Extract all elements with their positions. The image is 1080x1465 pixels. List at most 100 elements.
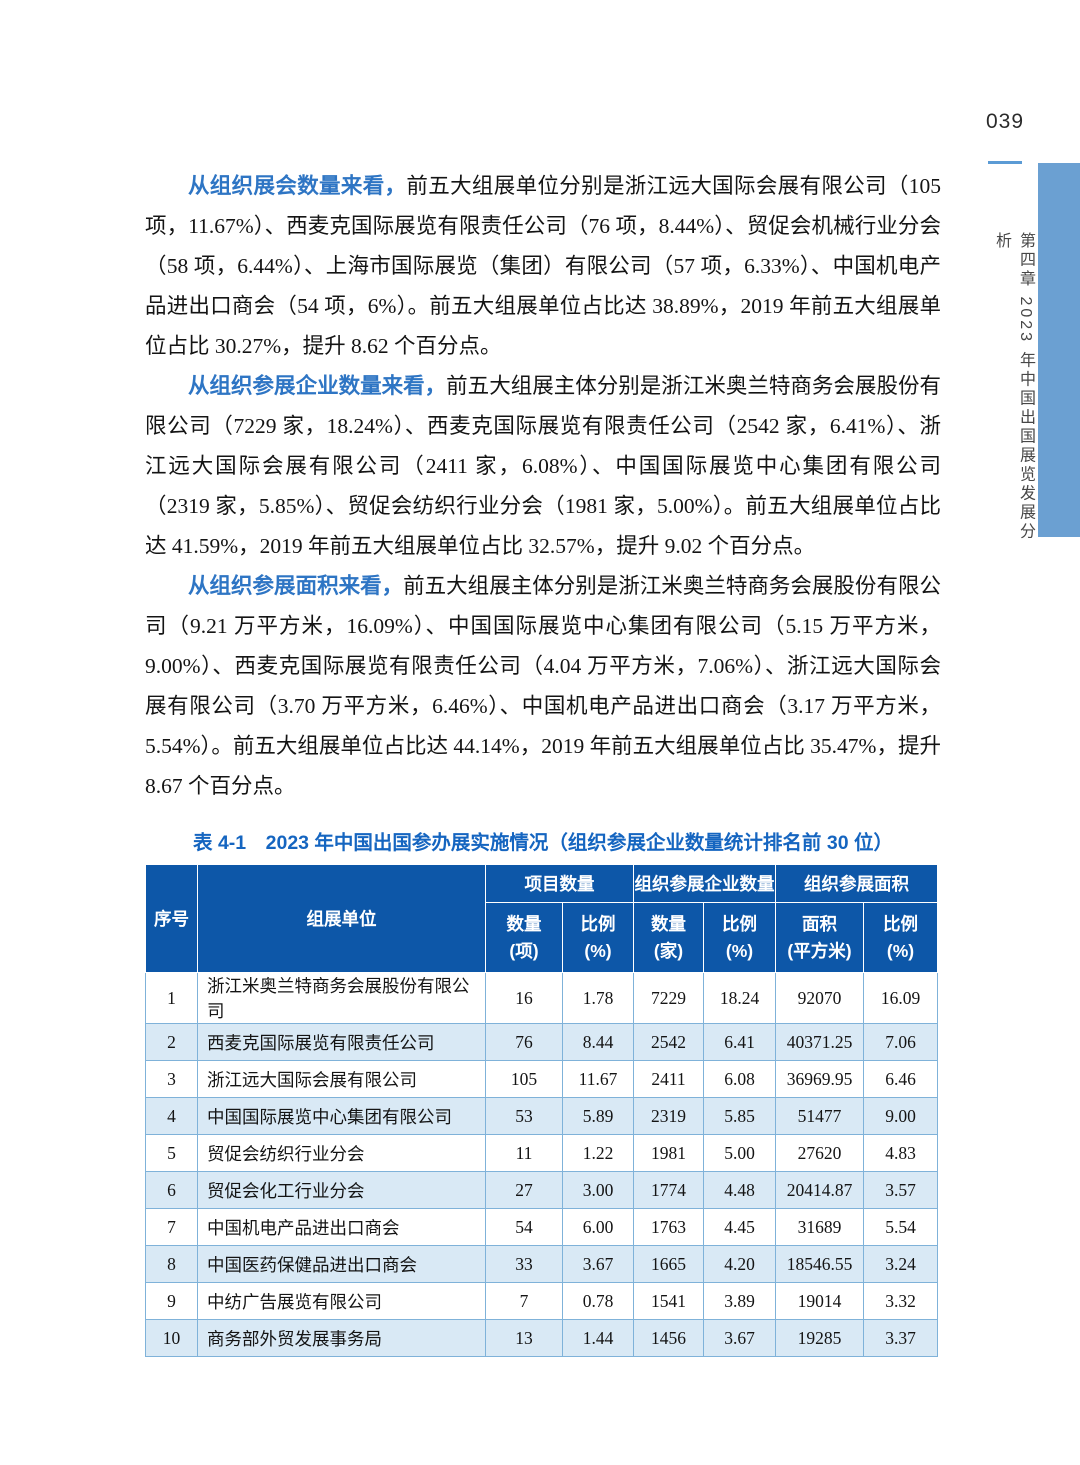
enterprise-ratio: 3.89	[703, 1282, 776, 1320]
header-sub-area-ratio: 比例 (%)	[863, 902, 938, 973]
table-title: 表 4-1 2023 年中国出国参办展实施情况（组织参展企业数量统计排名前 30…	[193, 832, 893, 854]
project-count: 105	[485, 1060, 563, 1098]
enterprise-ratio: 6.41	[703, 1023, 776, 1061]
paragraph-exhibition-count: 从组织展会数量来看，前五大组展单位分别是浙江远大国际会展有限公司（105 项，1…	[145, 166, 941, 366]
table-row: 5 贸促会纺织行业分会 11 1.22 1981 5.00 27620 4.83	[145, 1134, 938, 1172]
row-index: 2	[145, 1023, 198, 1061]
header-group-projects: 项目数量	[485, 864, 634, 903]
paragraph-exhibition-area: 从组织参展面积来看，前五大组展主体分别是浙江米奥兰特商务会展股份有限公司（9.2…	[145, 566, 941, 806]
project-count: 13	[485, 1319, 563, 1357]
area-value: 19014	[775, 1282, 864, 1320]
org-name: 中纺广告展览有限公司	[197, 1282, 486, 1320]
area-ratio: 3.24	[863, 1245, 938, 1283]
header-group-area: 组织参展面积	[775, 864, 938, 903]
area-value: 51477	[775, 1097, 864, 1135]
area-ratio: 6.46	[863, 1060, 938, 1098]
header-sub-unit: (%)	[584, 940, 612, 961]
table-header: 序号 组展单位 项目数量 组织参展企业数量 组织参展面积 数量 (项) 比例 (%)…	[145, 864, 938, 973]
table-row: 1 浙江米奥兰特商务会展股份有限公司 16 1.78 7229 18.24 92070 16.…	[145, 972, 938, 1024]
row-index: 6	[145, 1171, 198, 1209]
paragraph-body: 前五大组展主体分别是浙江米奥兰特商务会展股份有限公司（9.21 万平方米，16.…	[145, 574, 941, 798]
header-sub-label: 数量	[651, 913, 686, 934]
table-body: 1 浙江米奥兰特商务会展股份有限公司 16 1.78 7229 18.24 92070 16.…	[145, 972, 938, 1357]
area-ratio: 9.00	[863, 1097, 938, 1135]
project-ratio: 5.89	[562, 1097, 634, 1135]
area-ratio: 4.83	[863, 1134, 938, 1172]
project-ratio: 1.78	[562, 972, 634, 1024]
paragraph-enterprise-count: 从组织参展企业数量来看，前五大组展主体分别是浙江米奥兰特商务会展股份有限公司（7…	[145, 366, 941, 566]
enterprise-ratio: 4.45	[703, 1208, 776, 1246]
org-name: 中国国际展览中心集团有限公司	[197, 1097, 486, 1135]
header-sub-label: 比例	[883, 913, 918, 934]
project-count: 11	[485, 1134, 563, 1172]
header-sub-project-count: 数量 (项)	[485, 902, 563, 973]
row-index: 1	[145, 972, 198, 1024]
project-count: 27	[485, 1171, 563, 1209]
org-name: 中国医药保健品进出口商会	[197, 1245, 486, 1283]
area-ratio: 7.06	[863, 1023, 938, 1061]
header-sub-unit: (%)	[725, 940, 754, 961]
project-count: 7	[485, 1282, 563, 1320]
project-ratio: 1.22	[562, 1134, 634, 1172]
header-sub-unit: (家)	[653, 940, 684, 961]
org-name: 商务部外贸发展事务局	[197, 1319, 486, 1357]
area-value: 27620	[775, 1134, 864, 1172]
enterprise-ratio: 5.00	[703, 1134, 776, 1172]
project-count: 16	[485, 972, 563, 1024]
paragraph-lead: 从组织参展企业数量来看，	[188, 374, 447, 398]
paragraph-lead: 从组织参展面积来看，	[188, 574, 404, 598]
area-value: 31689	[775, 1208, 864, 1246]
row-index: 5	[145, 1134, 198, 1172]
header-sub-project-ratio: 比例 (%)	[562, 902, 634, 973]
page-number-rule	[988, 161, 1022, 164]
enterprise-count: 2542	[633, 1023, 704, 1061]
table-row: 2 西麦克国际展览有限责任公司 76 8.44 2542 6.41 40371.25 7.06	[145, 1023, 938, 1061]
project-ratio: 6.00	[562, 1208, 634, 1246]
main-content: 从组织展会数量来看，前五大组展单位分别是浙江远大国际会展有限公司（105 项，1…	[145, 166, 941, 1357]
enterprise-count: 1456	[633, 1319, 704, 1357]
table-row: 8 中国医药保健品进出口商会 33 3.67 1665 4.20 18546.55 3.24	[145, 1245, 938, 1283]
enterprise-count: 1774	[633, 1171, 704, 1209]
enterprise-ratio: 4.20	[703, 1245, 776, 1283]
org-name: 贸促会化工行业分会	[197, 1171, 486, 1209]
table-row: 3 浙江远大国际会展有限公司 105 11.67 2411 6.08 36969.95 6.4…	[145, 1060, 938, 1098]
org-name: 西麦克国际展览有限责任公司	[197, 1023, 486, 1061]
chapter-sidebar-text: 第四章 2023 年中国出国展览发展分析	[993, 232, 1034, 542]
enterprise-ratio: 3.67	[703, 1319, 776, 1357]
project-count: 76	[485, 1023, 563, 1061]
area-ratio: 16.09	[863, 972, 938, 1024]
project-ratio: 1.44	[562, 1319, 634, 1357]
table-row: 6 贸促会化工行业分会 27 3.00 1774 4.48 20414.87 3.57	[145, 1171, 938, 1209]
org-name: 浙江米奥兰特商务会展股份有限公司	[197, 972, 486, 1024]
row-index: 10	[145, 1319, 198, 1357]
paragraph-body: 前五大组展单位分别是浙江远大国际会展有限公司（105 项，11.67%）、西麦克…	[145, 174, 941, 358]
header-group-enterprises: 组织参展企业数量	[633, 864, 776, 903]
enterprise-count: 1981	[633, 1134, 704, 1172]
header-sub-label: 比例	[722, 913, 757, 934]
area-ratio: 5.54	[863, 1208, 938, 1246]
enterprise-count: 1763	[633, 1208, 704, 1246]
paragraph-body: 前五大组展主体分别是浙江米奥兰特商务会展股份有限公司（7229 家，18.24%…	[145, 374, 941, 558]
row-index: 3	[145, 1060, 198, 1098]
enterprise-ratio: 6.08	[703, 1060, 776, 1098]
project-ratio: 3.67	[562, 1245, 634, 1283]
project-ratio: 0.78	[562, 1282, 634, 1320]
org-name: 中国机电产品进出口商会	[197, 1208, 486, 1246]
enterprise-count: 1665	[633, 1245, 704, 1283]
header-sub-unit: (平方米)	[787, 940, 852, 961]
chapter-sidebar-bar	[1038, 163, 1080, 537]
org-name: 贸促会纺织行业分会	[197, 1134, 486, 1172]
area-value: 19285	[775, 1319, 864, 1357]
enterprise-ratio: 5.85	[703, 1097, 776, 1135]
area-ratio: 3.37	[863, 1319, 938, 1357]
paragraph-lead: 从组织展会数量来看，	[188, 174, 407, 198]
table-row: 7 中国机电产品进出口商会 54 6.00 1763 4.45 31689 5.54	[145, 1208, 938, 1246]
header-sub-enterprise-count: 数量 (家)	[633, 902, 704, 973]
area-value: 20414.87	[775, 1171, 864, 1209]
header-sub-label: 比例	[580, 913, 616, 934]
project-ratio: 3.00	[562, 1171, 634, 1209]
area-value: 18546.55	[775, 1245, 864, 1283]
project-count: 54	[485, 1208, 563, 1246]
row-index: 7	[145, 1208, 198, 1246]
